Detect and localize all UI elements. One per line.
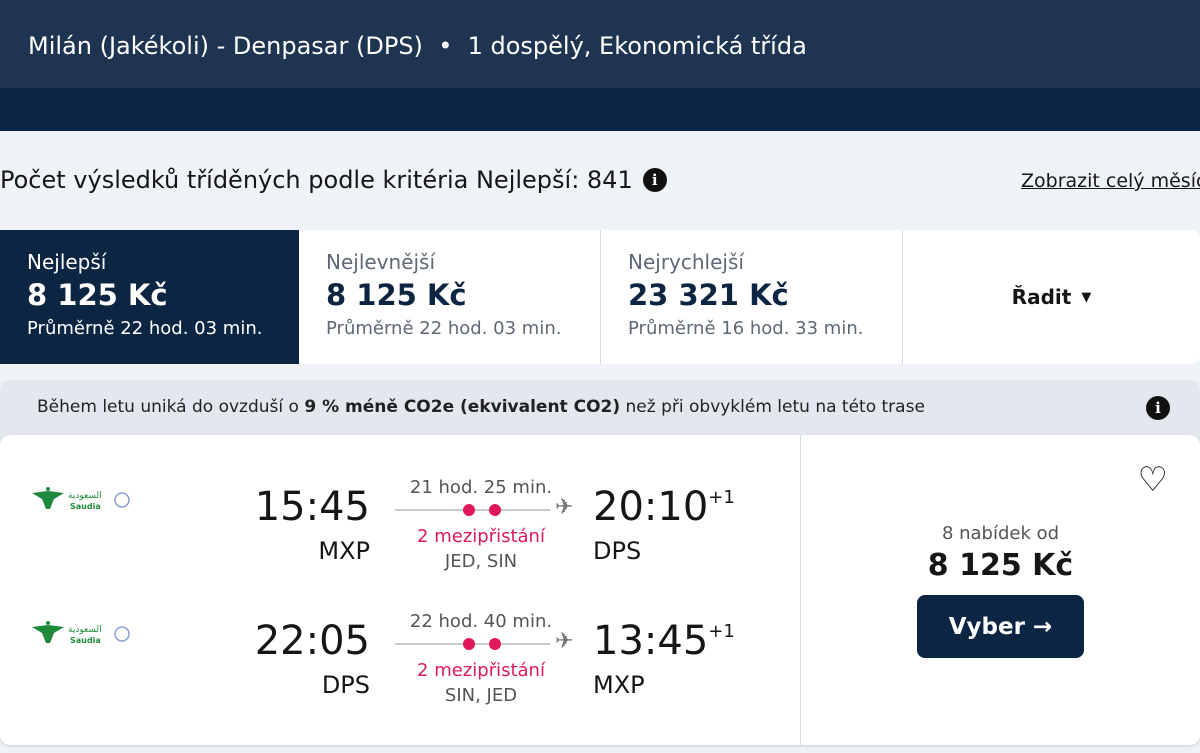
- tab-average: Průměrně 22 hod. 03 min.: [326, 318, 562, 339]
- duration: 22 hod. 40 min.: [409, 611, 553, 632]
- passengers: 1 dospělý, Ekonomická třída: [467, 32, 807, 60]
- tab-price: 8 125 Kč: [27, 278, 168, 312]
- tab-average: Průměrně 16 hod. 33 min.: [628, 318, 864, 339]
- tab-label: Nejrychlejší: [628, 250, 744, 274]
- plane-icon: ✈: [555, 495, 574, 520]
- header-band: [0, 88, 1200, 131]
- tab-label: Nejlevnější: [326, 250, 436, 274]
- arrow-right-icon: →: [1032, 613, 1053, 640]
- arrival-time: 20:10: [593, 484, 709, 530]
- departure-airport: MXP: [318, 537, 370, 565]
- select-button[interactable]: Vyber →: [917, 595, 1084, 658]
- tab-average: Průměrně 22 hod. 03 min.: [27, 318, 263, 339]
- day-offset: +1: [708, 487, 735, 508]
- info-icon[interactable]: i: [1146, 396, 1170, 420]
- show-month-link[interactable]: Zobrazit celý měsíc: [1021, 170, 1200, 192]
- tab-cheapest[interactable]: Nejlevnější 8 125 Kč Průměrně 22 hod. 03 m…: [299, 230, 601, 364]
- route-line: ✈: [395, 629, 575, 654]
- tab-fastest[interactable]: Nejrychlejší 23 321 Kč Průměrně 16 hod. 33…: [601, 230, 903, 364]
- svg-text:Saudia: Saudia: [70, 636, 101, 645]
- outbound-leg: السعودية Saudia 15:45 MXP 21 hod. 25 min. ✈…: [0, 475, 800, 605]
- tab-price: 23 321 Kč: [628, 278, 789, 312]
- sort-dropdown[interactable]: Řadit ▼: [903, 230, 1200, 364]
- result-card[interactable]: السعودية Saudia 15:45 MXP 21 hod. 25 min. ✈…: [0, 435, 1200, 745]
- stopover-airports: JED, SIN: [444, 551, 518, 572]
- stop-dot: [463, 504, 475, 516]
- departure-time: 15:45: [254, 484, 370, 530]
- heart-icon[interactable]: ♡: [1137, 460, 1168, 500]
- sort-label: Řadit: [1011, 285, 1072, 309]
- search-summary-header[interactable]: Milán (Jakékoli) - Denpasar (DPS) • 1 do…: [0, 0, 1200, 88]
- price: 8 125 Kč: [927, 548, 1074, 583]
- svg-text:السعودية: السعودية: [68, 491, 102, 501]
- results-count-text: Počet výsledků tříděných podle kritéria …: [0, 166, 633, 194]
- arrival-time: 13:45: [593, 618, 709, 664]
- departure-airport: DPS: [321, 671, 370, 699]
- offers-count: 8 nabídek od: [941, 523, 1060, 544]
- saudia-logo: السعودية Saudia: [30, 487, 130, 513]
- stopover-airports: SIN, JED: [444, 685, 518, 706]
- stop-dot: [489, 638, 501, 650]
- arrival-airport: DPS: [593, 537, 642, 565]
- stops-count: 2 mezipřistání: [417, 526, 545, 547]
- return-leg: السعودية Saudia 22:05 DPS 22 hod. 40 min. ✈…: [0, 609, 800, 739]
- duration: 21 hod. 25 min.: [409, 477, 553, 498]
- tab-price: 8 125 Kč: [326, 278, 467, 312]
- co2-highlight: 9 % méně CO2e (ekvivalent CO2): [304, 397, 621, 417]
- day-offset: +1: [708, 621, 735, 642]
- stops-count: 2 mezipřistání: [417, 660, 545, 681]
- departure-time: 22:05: [254, 618, 370, 664]
- plane-icon: ✈: [555, 629, 574, 654]
- separator: •: [438, 32, 453, 60]
- sort-tabs: Nejlepší 8 125 Kč Průměrně 22 hod. 03 min.…: [0, 230, 1200, 364]
- arrival-airport: MXP: [593, 671, 645, 699]
- results-count: Počet výsledků tříděných podle kritéria …: [0, 166, 667, 194]
- stop-dot: [489, 504, 501, 516]
- route: Milán (Jakékoli) - Denpasar (DPS): [28, 32, 423, 60]
- price-panel: ♡ 8 nabídek od 8 125 Kč Vyber →: [801, 435, 1200, 745]
- tab-label: Nejlepší: [27, 250, 107, 274]
- co2-text-end: než při obvyklém letu na této trase: [620, 397, 925, 417]
- select-label: Vyber: [948, 613, 1025, 640]
- route-line: ✈: [395, 495, 575, 520]
- tab-best[interactable]: Nejlepší 8 125 Kč Průměrně 22 hod. 03 min.: [0, 230, 299, 364]
- co2-text: Během letu uniká do ovzduší o: [37, 397, 305, 417]
- saudia-logo: السعودية Saudia: [30, 621, 130, 647]
- svg-text:السعودية: السعودية: [68, 625, 102, 635]
- stop-dot: [463, 638, 475, 650]
- svg-text:Saudia: Saudia: [70, 502, 101, 511]
- info-icon[interactable]: i: [642, 168, 667, 192]
- divider: [800, 435, 801, 745]
- caret-down-icon: ▼: [1081, 289, 1092, 305]
